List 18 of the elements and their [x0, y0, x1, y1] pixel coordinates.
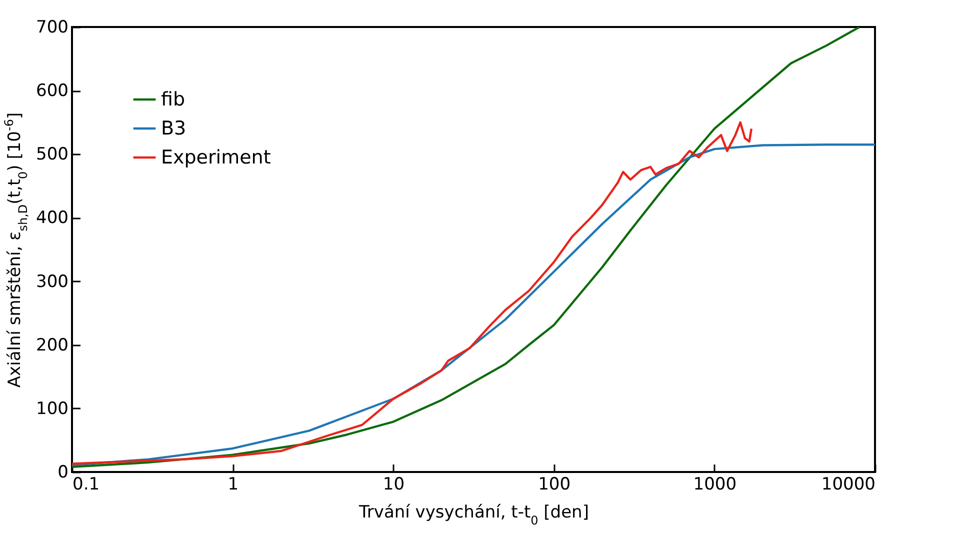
y-tick-label: 200 — [36, 335, 68, 356]
x-tick-label: 0.1 — [72, 474, 100, 494]
y-tick-label: 100 — [36, 398, 68, 419]
legend-label: B3 — [161, 118, 186, 140]
y-tick-label: 700 — [36, 18, 68, 38]
y-tick-label: 300 — [36, 272, 68, 292]
x-tick-label: 10000 — [821, 474, 876, 494]
x-tick-label: 1000 — [693, 474, 737, 494]
x-tick-label: 1 — [228, 474, 239, 494]
legend-label: fib — [161, 88, 186, 110]
x-axis-title: Trvání vysychání, t-t$_{0}$ [den] — [358, 502, 589, 528]
x-tick-label: 10 — [382, 474, 405, 494]
x-tick-label: 100 — [538, 474, 571, 494]
y-tick-label: 600 — [36, 81, 68, 102]
y-tick-label: 500 — [36, 144, 68, 165]
y-tick-label: 400 — [36, 208, 68, 228]
legend-label: Experiment — [161, 146, 271, 168]
y-tick-label: 0 — [58, 462, 68, 482]
